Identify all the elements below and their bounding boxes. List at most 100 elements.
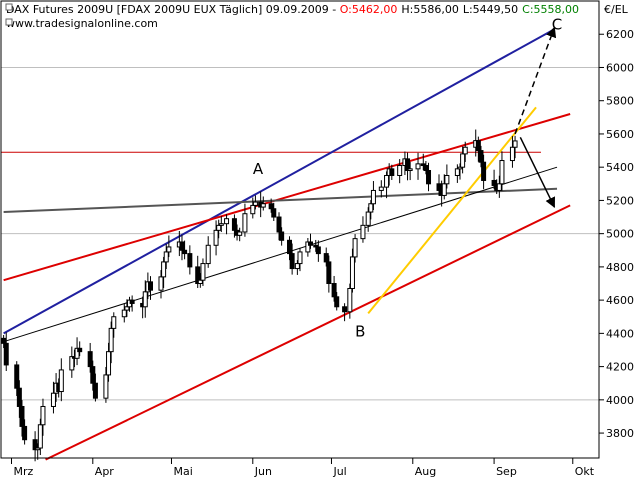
candle-body	[58, 369, 64, 393]
y-tick-label: 6200	[606, 28, 634, 41]
y-tick-label: 5400	[606, 161, 634, 174]
annotation-b: B	[355, 323, 365, 341]
candle-body	[129, 299, 135, 304]
y-tick-label: 4600	[606, 294, 634, 307]
candle-body	[14, 364, 20, 389]
annotation-a: A	[253, 160, 264, 178]
candle-body	[342, 306, 348, 313]
candle-body	[106, 351, 112, 376]
trendline	[3, 187, 558, 214]
candle-body	[276, 216, 282, 233]
candle-body	[205, 244, 211, 265]
candle-body	[462, 146, 468, 155]
x-tick-label: Jul	[332, 465, 346, 478]
unit-label: €/EL	[604, 3, 629, 16]
candle-body	[40, 405, 46, 426]
source-handle-icon[interactable]	[5, 18, 13, 26]
y-tick-label: 4000	[606, 394, 634, 407]
candle-body	[231, 218, 237, 231]
candle-body	[271, 208, 277, 218]
candle-body	[457, 166, 463, 170]
candle-body	[163, 251, 169, 263]
candle-body	[77, 347, 83, 353]
candle-body	[37, 424, 43, 449]
candle-body	[349, 256, 355, 289]
candle-body	[250, 204, 256, 215]
header-close: C:5558,00	[522, 3, 579, 16]
candle-body	[87, 351, 93, 368]
candle-body	[307, 241, 313, 246]
source-text: www.tradesignalonline.com	[6, 17, 158, 30]
candle-body	[124, 306, 130, 311]
candle-body	[179, 241, 185, 251]
y-tick-label: 5200	[606, 194, 634, 207]
candle-body	[19, 405, 25, 427]
candle-body	[315, 246, 321, 255]
candle-body	[218, 223, 224, 226]
candle-body	[407, 168, 413, 172]
solid-arrow	[519, 136, 556, 209]
candle-body	[378, 186, 384, 191]
y-tick-label: 6000	[606, 61, 634, 74]
candle-body	[436, 183, 442, 191]
candle-body	[279, 231, 285, 241]
candle-body	[352, 238, 358, 258]
candle-body	[22, 425, 28, 441]
x-tick-label: Aug	[415, 465, 436, 478]
candle-body	[252, 201, 258, 206]
header-line: DAX Futures 2009U [FDAX 2009U EUX Täglic…	[6, 3, 579, 16]
candle-body	[111, 316, 117, 329]
candle-body	[294, 263, 300, 270]
y-tick-label: 5600	[606, 128, 634, 141]
candle-body	[197, 279, 203, 285]
header-handle-icon[interactable]	[5, 3, 13, 11]
candle-body	[74, 347, 80, 359]
x-tick-label: Sep	[496, 465, 517, 478]
candle-body	[121, 309, 127, 318]
candle-body	[415, 163, 421, 170]
candle-body	[3, 342, 9, 366]
candle-body	[268, 203, 274, 210]
candle-body	[50, 392, 56, 407]
candle-body	[444, 174, 450, 185]
plot-frame	[0, 0, 600, 459]
candle-body	[405, 158, 411, 172]
candle-body	[297, 251, 303, 265]
candle-body	[460, 153, 466, 168]
candle-body	[509, 146, 515, 162]
candle-body	[142, 291, 148, 308]
x-tick-label: Mai	[173, 465, 192, 478]
candle-body	[384, 174, 390, 188]
candle-body	[370, 189, 376, 205]
y-tick-label: 3800	[606, 427, 634, 440]
candle-body	[1, 337, 7, 344]
candle-body	[441, 183, 447, 196]
candle-body	[512, 140, 518, 148]
candle-body	[200, 263, 206, 281]
y-tick-label: 4200	[606, 361, 634, 374]
candle-body	[323, 253, 329, 263]
trendline	[45, 204, 571, 461]
candle-body	[491, 179, 497, 186]
candle-body	[499, 160, 505, 185]
y-tick-label: 5800	[606, 95, 634, 108]
candle-body	[195, 266, 201, 285]
x-tick-label: Apr	[95, 465, 115, 478]
candle-body	[260, 203, 266, 208]
candle-body	[454, 168, 460, 176]
candle-body	[32, 439, 38, 451]
candle-body	[161, 261, 167, 278]
header-title: DAX Futures 2009U [FDAX 2009U EUX Täglic…	[6, 3, 340, 16]
candle-body	[420, 163, 426, 167]
candle-body	[182, 249, 188, 255]
header-open: O:5462,00	[340, 3, 398, 16]
candle-body	[224, 218, 230, 225]
candle-body	[216, 224, 222, 231]
candle-body	[213, 229, 219, 246]
candle-body	[360, 224, 366, 240]
candle-body	[368, 203, 374, 213]
candle-body	[496, 183, 502, 191]
x-tick-label: Okt	[575, 465, 595, 478]
candle-body	[148, 281, 153, 291]
